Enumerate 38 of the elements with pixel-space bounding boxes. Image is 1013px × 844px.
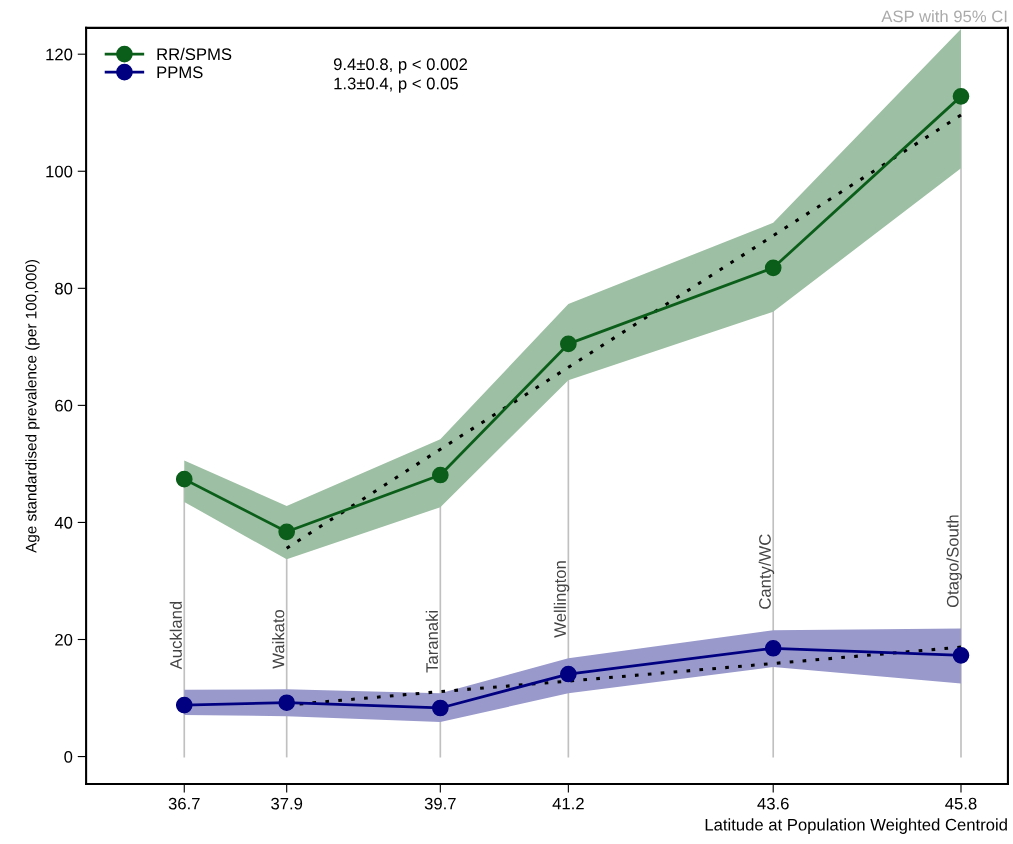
point: [764, 259, 782, 277]
point: [278, 694, 296, 712]
ref-line-label: Waikato: [272, 609, 285, 669]
point: [764, 639, 782, 657]
annotation: 1.3±0.4, p < 0.05: [334, 77, 458, 93]
annotation: 9.4±0.8, p < 0.002: [333, 58, 468, 74]
x-tick-label: 43.6: [757, 797, 789, 810]
point: [175, 470, 193, 488]
y-tick-label: 0: [64, 750, 73, 763]
legend-label: PPMS: [157, 66, 203, 79]
x-tick-label: 37.9: [271, 797, 303, 810]
point: [952, 646, 970, 664]
point: [952, 87, 970, 105]
point: [560, 665, 577, 683]
ref-line-label: Canty/WC: [758, 534, 775, 609]
point: [175, 696, 193, 714]
text: ASP with 95% CI: [881, 10, 1007, 23]
point: [560, 335, 577, 353]
y-tick-label: 40: [54, 516, 73, 529]
point: [431, 466, 449, 484]
point: [431, 699, 449, 717]
point: [278, 523, 296, 541]
x-axis-title: Latitude at Population Weighted Centroid: [705, 818, 1007, 834]
x-tick-label: 45.8: [945, 797, 977, 810]
ref-line-label: Taranaki: [425, 611, 438, 673]
ref-line-label: Auckland: [169, 601, 182, 670]
y-tick-label: 20: [55, 633, 73, 646]
y-tick-label: 60: [55, 399, 73, 412]
x-tick-label: 36.7: [168, 797, 200, 810]
y-tick-label: 80: [55, 282, 73, 295]
y-tick-label: 100: [46, 165, 73, 178]
y-tick-label: 120: [46, 48, 73, 61]
x-tick-label: 41.2: [552, 797, 584, 810]
x-tick-label: 39.7: [424, 797, 456, 810]
ref-line-label: Otago/South: [946, 515, 962, 608]
ref-line-label: Wellington: [553, 561, 570, 638]
legend-label: RR/SPMS: [157, 47, 232, 61]
y-axis-title: Age standardised prevalence (per 100,000): [25, 259, 40, 553]
